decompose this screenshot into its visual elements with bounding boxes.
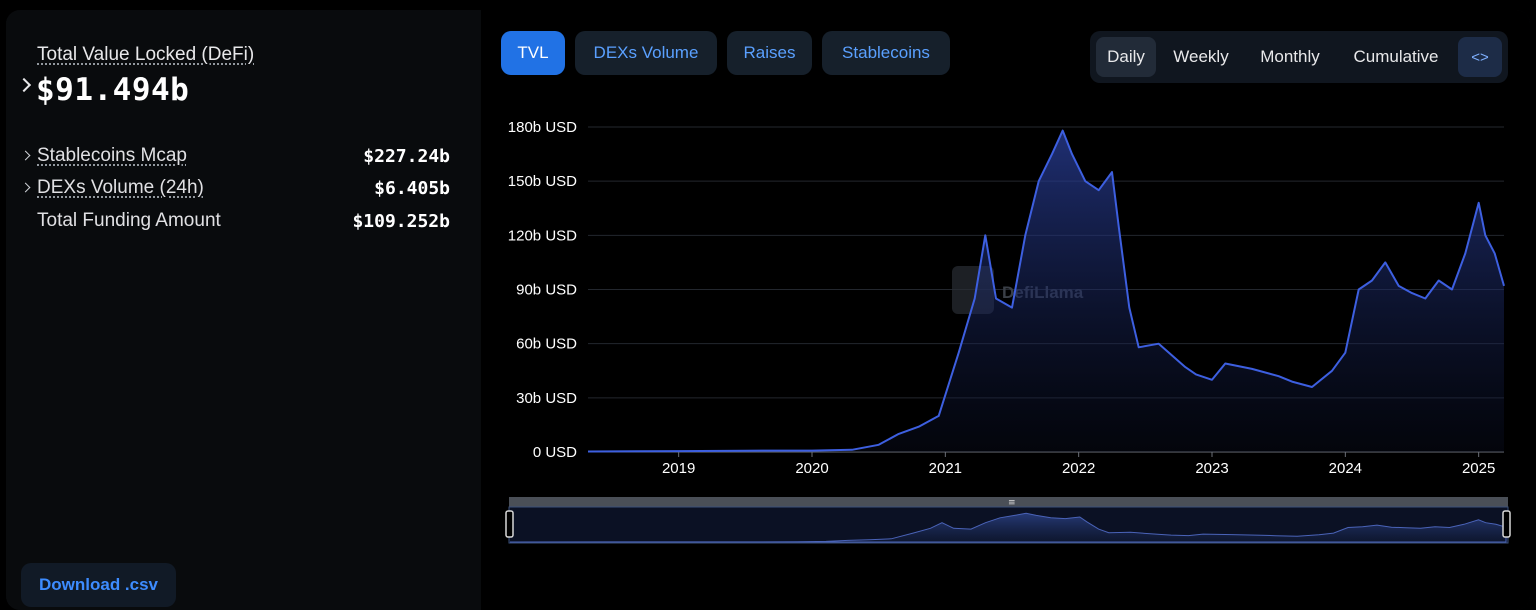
x-tick-label: 2019 xyxy=(662,460,695,477)
metric-value: $6.405b xyxy=(374,178,450,199)
series-line xyxy=(587,129,1505,453)
x-tick-label: 2024 xyxy=(1329,460,1362,477)
tvl-chart: 0 USD 30b USD 60b USD 90b USD 120b USD 150b U… xyxy=(505,119,1511,544)
slider-bar[interactable] xyxy=(509,497,1508,507)
tvl-value: $91.494b xyxy=(36,72,190,108)
metric-label: Total Funding Amount xyxy=(37,210,221,231)
metric-dexs-volume[interactable]: DEXs Volume (24h) $6.405b xyxy=(20,177,450,203)
metric-total-funding: Total Funding Amount $109.252b xyxy=(37,210,450,236)
slider-handle-right[interactable] xyxy=(1502,510,1511,538)
x-tick-label: 2020 xyxy=(795,460,828,477)
code-embed-icon[interactable]: <> xyxy=(1458,37,1502,77)
slider-handle-left[interactable] xyxy=(505,510,514,538)
y-tick-label: 0 USD xyxy=(533,444,577,461)
y-tick-label: 120b USD xyxy=(508,227,577,244)
metric-label: Stablecoins Mcap xyxy=(37,145,187,166)
y-tick-label: 150b USD xyxy=(508,173,577,190)
y-tick-label: 60b USD xyxy=(516,336,577,353)
period-monthly[interactable]: Monthly xyxy=(1260,47,1320,66)
drag-handle-icon[interactable]: ≡ xyxy=(1008,498,1016,508)
y-tick-label: 30b USD xyxy=(516,390,577,407)
period-weekly[interactable]: Weekly xyxy=(1173,47,1229,66)
metric-stablecoins-mcap[interactable]: Stablecoins Mcap $227.24b xyxy=(20,145,450,171)
metric-value: $227.24b xyxy=(363,146,450,167)
dashboard-panel: Total Value Locked (DeFi) $91.494b Stabl… xyxy=(6,10,1530,610)
tab-dexs-volume[interactable]: DEXs Volume xyxy=(575,31,717,75)
period-cumulative[interactable]: Cumulative xyxy=(1353,47,1439,66)
tvl-label[interactable]: Total Value Locked (DeFi) xyxy=(37,44,255,65)
x-tick-label: 2023 xyxy=(1195,460,1228,477)
mini-series-area xyxy=(509,512,1507,543)
x-tick-label: 2022 xyxy=(1062,460,1095,477)
summary-sidebar: Total Value Locked (DeFi) $91.494b Stabl… xyxy=(6,10,481,610)
period-daily[interactable]: Daily xyxy=(1096,37,1156,77)
tab-raises[interactable]: Raises xyxy=(727,31,812,75)
period-selector: Daily Weekly Monthly Cumulative <> xyxy=(1090,31,1508,83)
metric-value: $109.252b xyxy=(352,211,450,232)
y-tick-label: 90b USD xyxy=(516,282,577,299)
download-csv-button[interactable]: Download .csv xyxy=(21,563,176,607)
tab-tvl[interactable]: TVL xyxy=(501,31,565,75)
range-slider[interactable]: ≡ xyxy=(505,497,1511,544)
y-tick-label: 180b USD xyxy=(508,119,577,136)
tab-stablecoins[interactable]: Stablecoins xyxy=(822,31,950,75)
series-area xyxy=(588,130,1504,452)
x-tick-label: 2025 xyxy=(1462,460,1495,477)
metric-label: DEXs Volume (24h) xyxy=(37,177,204,198)
x-tick-label: 2021 xyxy=(929,460,962,477)
